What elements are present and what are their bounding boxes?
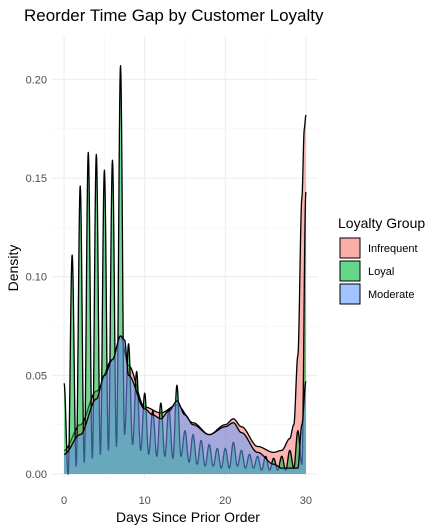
y-tick-label: 0.10 — [26, 272, 47, 284]
legend-key-infrequent — [339, 237, 361, 259]
y-tick-label: 0.00 — [26, 469, 47, 481]
x-tick-label: 10 — [139, 495, 151, 507]
legend-label-infrequent: Infrequent — [368, 243, 418, 255]
legend: Loyalty Group Infrequent Loyal Moderate — [338, 215, 425, 305]
legend-title: Loyalty Group — [338, 215, 425, 231]
x-axis-title: Days Since Prior Order — [116, 509, 260, 525]
y-tick-label: 0.05 — [26, 370, 47, 382]
chart-title: Reorder Time Gap by Customer Loyalty — [24, 6, 324, 25]
density-outline-moderate — [63, 335, 307, 469]
x-tick-labels: 0 10 20 30 — [61, 495, 312, 507]
legend-label-moderate: Moderate — [368, 289, 414, 301]
y-tick-label: 0.15 — [26, 173, 47, 185]
density-areas — [63, 64, 307, 475]
y-tick-label: 0.20 — [26, 74, 47, 86]
y-tick-labels: 0.00 0.05 0.10 0.15 0.20 — [26, 74, 47, 481]
x-tick-label: 30 — [300, 495, 312, 507]
x-tick-label: 20 — [219, 495, 231, 507]
legend-key-loyal — [339, 260, 361, 282]
y-axis-title: Density — [5, 245, 21, 292]
x-tick-label: 0 — [61, 495, 67, 507]
legend-key-moderate — [339, 283, 361, 305]
legend-label-loyal: Loyal — [368, 266, 394, 278]
density-area-moderate — [64, 335, 306, 475]
